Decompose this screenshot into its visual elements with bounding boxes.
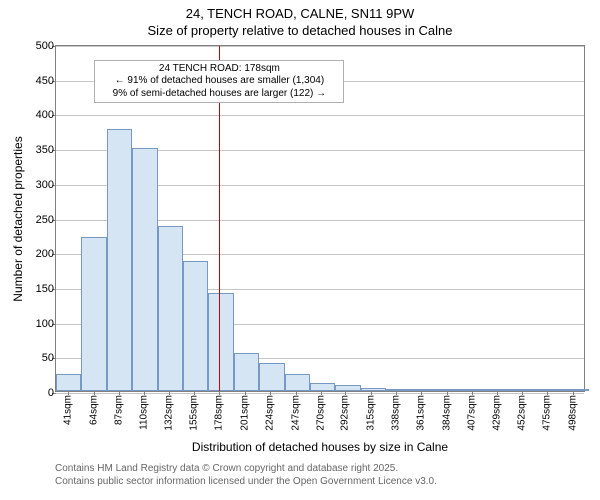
y-tick-label: 300 [36, 179, 54, 191]
histogram-bar [361, 388, 386, 391]
histogram-bar [107, 129, 132, 391]
x-tick-label: 498sqm [567, 395, 578, 431]
x-tick-label: 407sqm [467, 395, 478, 431]
x-tick-label: 338sqm [391, 395, 402, 431]
annotation-box: 24 TENCH ROAD: 178sqm← 91% of detached h… [94, 60, 344, 104]
y-tick-label: 400 [36, 109, 54, 121]
x-tick-label: 110sqm [139, 395, 150, 430]
histogram-bar [539, 389, 564, 391]
chart-title: 24, TENCH ROAD, CALNE, SN11 9PW [0, 0, 600, 21]
histogram-bar [81, 237, 106, 391]
histogram-bar [513, 389, 538, 391]
y-tick-label: 150 [36, 283, 54, 295]
x-tick-label: 247sqm [290, 395, 301, 431]
histogram-bar [462, 389, 487, 391]
y-tick-label: 450 [36, 75, 54, 87]
histogram-bar [158, 226, 183, 391]
gridline [56, 115, 584, 116]
x-tick-label: 429sqm [491, 395, 502, 431]
histogram-bar [437, 389, 462, 391]
y-tick-label: 50 [42, 352, 54, 364]
x-tick-label: 315sqm [365, 395, 376, 431]
plot-area: 05010015020025030035040045050041sqm64sqm… [55, 45, 585, 392]
x-tick-label: 64sqm [88, 395, 99, 425]
y-tick-label: 200 [36, 248, 54, 260]
x-tick-label: 155sqm [189, 395, 200, 431]
histogram-bar [56, 374, 81, 391]
histogram-bar [259, 363, 284, 391]
y-tick-label: 350 [36, 144, 54, 156]
histogram-bar [310, 383, 335, 391]
x-tick-label: 178sqm [214, 395, 225, 431]
histogram-bar [564, 389, 589, 391]
annotation-line-1: 24 TENCH ROAD: 178sqm [99, 63, 339, 76]
x-tick-label: 201sqm [239, 395, 250, 431]
footer-line-1: Contains HM Land Registry data © Crown c… [55, 462, 437, 475]
annotation-line-2: ← 91% of detached houses are smaller (1,… [99, 75, 339, 88]
x-tick-label: 475sqm [542, 395, 553, 431]
x-tick-label: 224sqm [265, 395, 276, 431]
x-tick-label: 452sqm [516, 395, 527, 431]
x-tick-label: 41sqm [63, 395, 74, 425]
x-tick-label: 270sqm [316, 395, 327, 431]
histogram-bar [234, 353, 259, 391]
gridline [56, 393, 584, 394]
histogram-chart: 24, TENCH ROAD, CALNE, SN11 9PW Size of … [0, 0, 600, 500]
gridline [56, 46, 584, 47]
histogram-bar [208, 293, 233, 391]
chart-subtitle: Size of property relative to detached ho… [0, 21, 600, 38]
x-tick-label: 361sqm [416, 395, 427, 431]
y-tick-label: 100 [36, 318, 54, 330]
x-tick-label: 132sqm [163, 395, 174, 431]
footer-line-2: Contains public sector information licen… [55, 475, 437, 488]
y-tick-label: 500 [36, 40, 54, 52]
x-tick-label: 384sqm [441, 395, 452, 431]
histogram-bar [386, 389, 411, 391]
histogram-bar [132, 148, 157, 391]
histogram-bar [412, 389, 437, 391]
annotation-line-3: 9% of semi-detached houses are larger (1… [99, 88, 339, 101]
x-axis-label: Distribution of detached houses by size … [192, 440, 448, 454]
histogram-bar [488, 389, 513, 391]
histogram-bar [183, 261, 208, 391]
y-tick-label: 0 [48, 387, 54, 399]
histogram-bar [285, 374, 310, 391]
x-tick-label: 87sqm [113, 395, 124, 425]
y-axis-label: Number of detached properties [11, 136, 25, 301]
histogram-bar [335, 385, 360, 391]
y-tick-label: 250 [36, 214, 54, 226]
x-tick-label: 292sqm [340, 395, 351, 431]
footer-attribution: Contains HM Land Registry data © Crown c… [55, 462, 437, 488]
